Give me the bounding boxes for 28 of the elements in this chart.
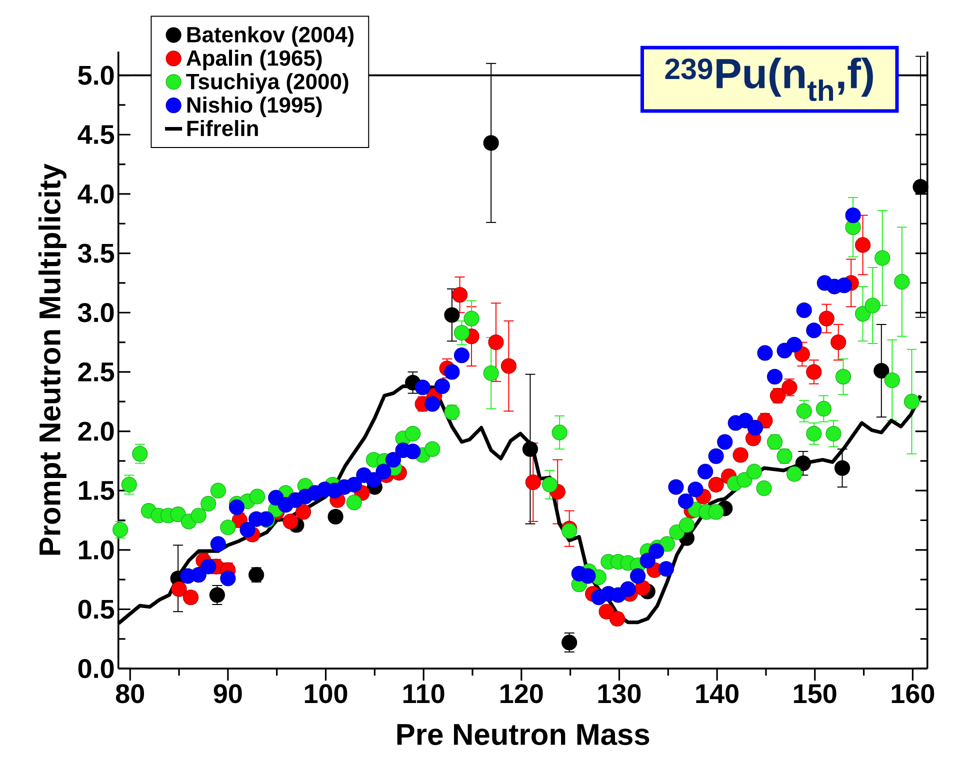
y-tick-label: 4.5 (78, 125, 114, 144)
legend-label: Fifrelin (187, 120, 258, 136)
x-tick-label: 130 (598, 684, 641, 704)
x-tick-label: 80 (116, 684, 144, 704)
y-tick-label: 2.0 (78, 422, 114, 441)
x-axis-title: Pre Neutron Mass (397, 724, 650, 746)
y-tick-label: 5.0 (78, 66, 114, 85)
x-tick-label: 90 (214, 684, 242, 704)
x-tick-label: 110 (404, 684, 444, 704)
x-tick-label: 120 (500, 684, 543, 704)
y-axis-title: Prompt Neutron Multiplicity (38, 164, 66, 555)
x-tick-label: 160 (892, 684, 934, 704)
legend-label: Apalin (1965) (186, 50, 322, 70)
x-tick-label: 150 (794, 684, 836, 704)
y-tick-label: 4.0 (78, 184, 114, 204)
y-tick-label: 0.0 (78, 659, 114, 678)
y-tick-label: 2.5 (78, 362, 114, 382)
y-tick-label: 1.5 (79, 481, 114, 500)
y-tick-label: 3.0 (78, 303, 114, 322)
y-tick-label: 0.5 (78, 600, 114, 619)
legend-label: Batenkov (2004) (187, 26, 354, 47)
y-tick-label: 1.0 (79, 540, 114, 560)
x-tick-label: 140 (696, 684, 738, 704)
y-tick-label: 3.5 (78, 244, 114, 263)
annotation: $^{239}$Pu(n$_{th}$,f) (665, 58, 873, 102)
legend-label: Nishio (1995) (187, 96, 322, 118)
legend-label: Tsuchiya (2000) (186, 73, 348, 94)
x-tick-label: 100 (304, 684, 348, 704)
